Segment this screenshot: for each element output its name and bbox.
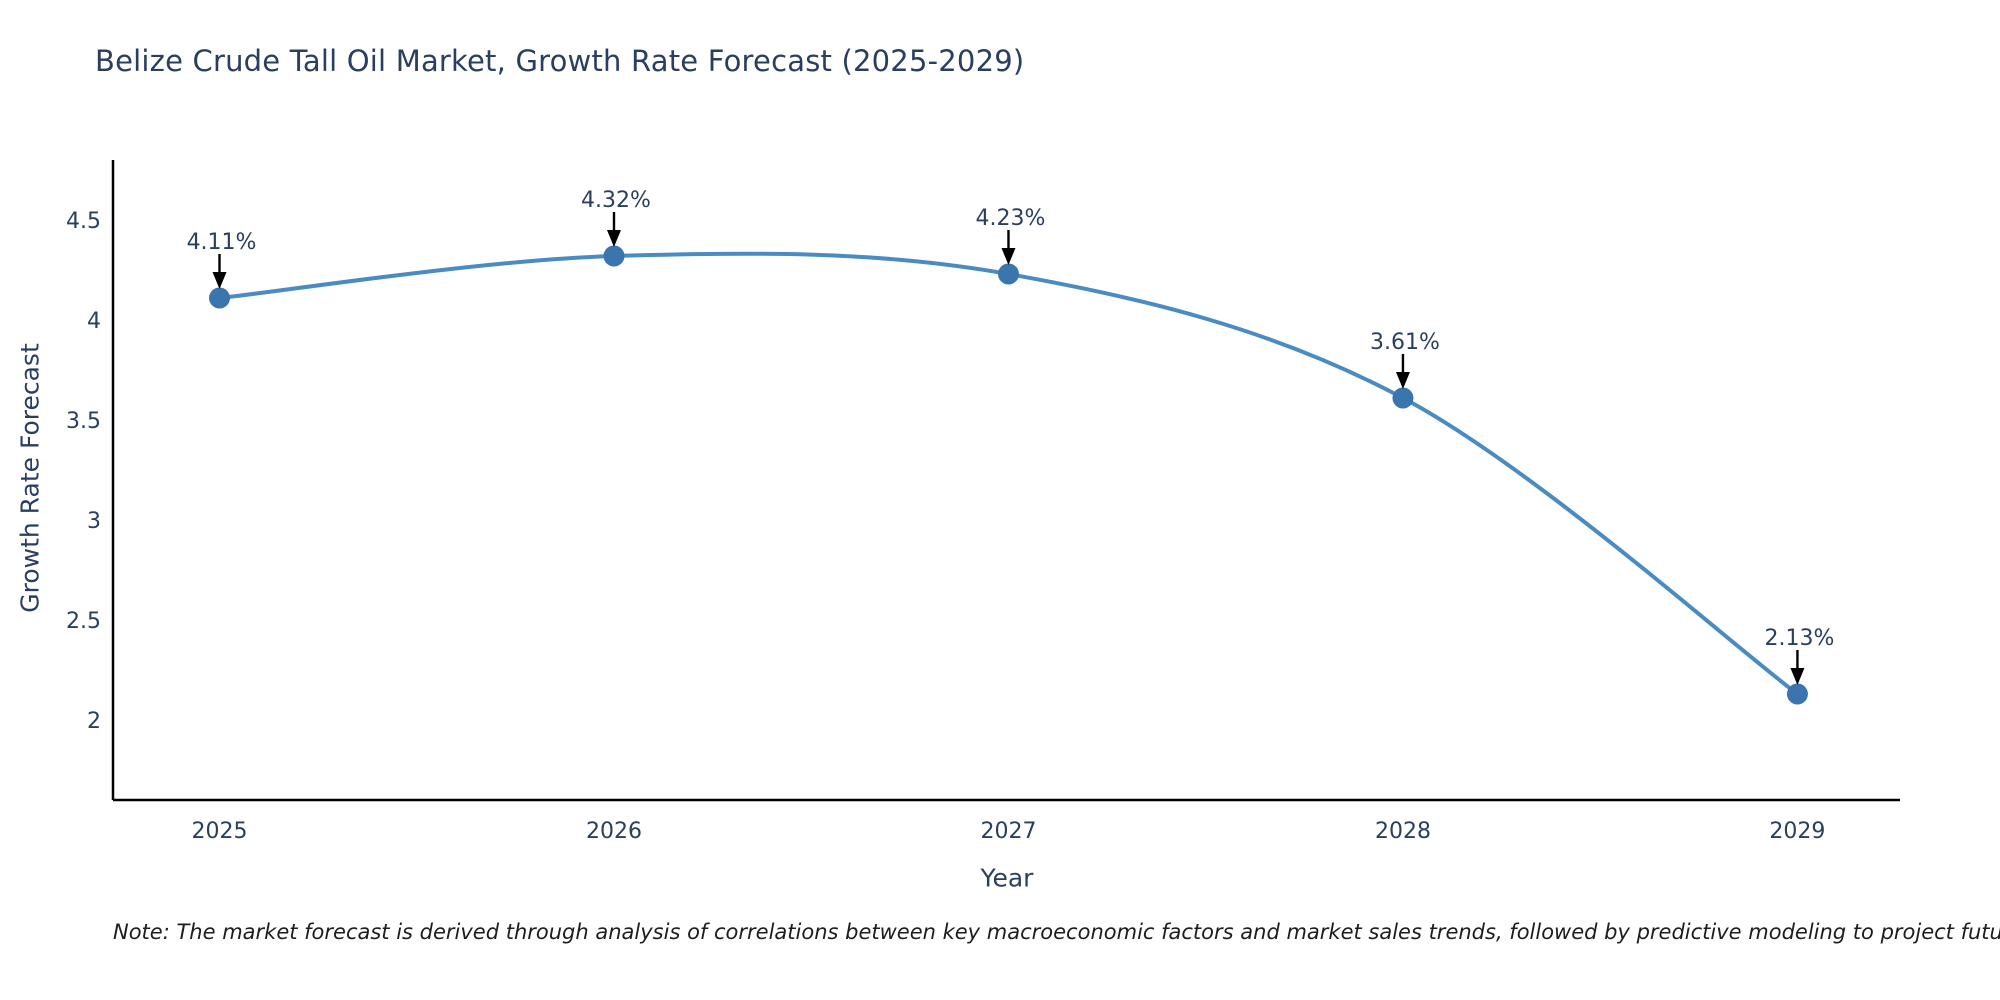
- y-tick-label-2.5: 2.5: [66, 609, 101, 634]
- data-point-2029[interactable]: [1786, 683, 1808, 705]
- data-point-2025[interactable]: [209, 287, 231, 309]
- annotation-arrowhead-2026: [606, 230, 621, 247]
- annotation-arrowhead-2028: [1395, 372, 1410, 389]
- annotation-label-2028: 3.61%: [1370, 330, 1440, 355]
- x-tick-label-2026: 2026: [586, 819, 642, 844]
- y-tick-label-4: 4: [87, 309, 101, 334]
- annotation-arrowhead-2025: [212, 272, 227, 289]
- footnote: Note: The market forecast is derived thr…: [113, 920, 2000, 944]
- y-tick-label-3.5: 3.5: [66, 409, 101, 434]
- annotation-label-2029: 2.13%: [1764, 626, 1834, 651]
- y-tick-label-4.5: 4.5: [66, 209, 101, 234]
- trend-line: [217, 251, 1800, 696]
- data-point-2027[interactable]: [997, 263, 1019, 285]
- x-tick-label-2027: 2027: [980, 819, 1036, 844]
- annotation-label-2026: 4.32%: [581, 188, 651, 213]
- y-tick-label-2: 2: [87, 709, 101, 734]
- y-tick-label-3: 3: [87, 509, 101, 534]
- annotation-arrowhead-2027: [1001, 248, 1016, 265]
- chart-title: Belize Crude Tall Oil Market, Growth Rat…: [95, 44, 1025, 78]
- data-point-2026[interactable]: [603, 245, 625, 267]
- x-tick-label-2029: 2029: [1769, 819, 1825, 844]
- data-point-2028[interactable]: [1392, 387, 1414, 409]
- annotation-label-2025: 4.11%: [187, 230, 257, 255]
- y-axis-title: Growth Rate Forecast: [15, 343, 45, 613]
- x-tick-label-2028: 2028: [1375, 819, 1431, 844]
- annotation-arrowhead-2029: [1790, 668, 1805, 685]
- annotation-label-2027: 4.23%: [976, 206, 1046, 231]
- x-tick-label-2025: 2025: [192, 819, 248, 844]
- x-axis-title: Year: [980, 863, 1034, 893]
